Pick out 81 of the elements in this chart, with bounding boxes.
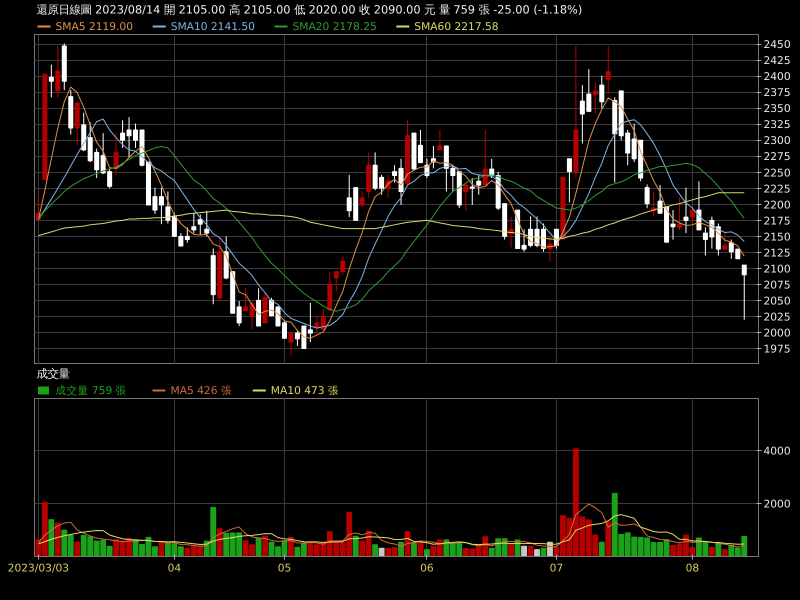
y-tick-label: 2125 bbox=[764, 246, 791, 260]
candlestick bbox=[683, 187, 688, 234]
candlestick bbox=[198, 214, 203, 236]
bar bbox=[158, 541, 164, 556]
candlestick bbox=[722, 232, 728, 250]
x-tick-label: 05 bbox=[278, 562, 292, 574]
candlestick bbox=[566, 158, 572, 203]
x-tick-label: 04 bbox=[168, 562, 182, 574]
candlestick bbox=[606, 46, 611, 95]
bar bbox=[598, 542, 605, 556]
candlestick bbox=[470, 178, 475, 206]
legend-label: MA10 473 張 bbox=[270, 384, 339, 397]
y-tick-label: 2000 bbox=[764, 497, 791, 510]
y-tick-label: 2225 bbox=[764, 182, 791, 196]
candlestick bbox=[463, 183, 468, 212]
y-tick-label: 2325 bbox=[764, 118, 791, 132]
bar bbox=[715, 542, 722, 556]
bar bbox=[398, 542, 404, 556]
bar bbox=[262, 535, 268, 556]
candlestick bbox=[55, 46, 60, 98]
bar bbox=[411, 542, 417, 556]
bar bbox=[534, 549, 540, 556]
bar bbox=[256, 537, 262, 556]
legend-label: MA5 426 張 bbox=[170, 384, 232, 397]
y-tick-label: 2400 bbox=[764, 70, 791, 84]
bar bbox=[372, 544, 378, 556]
x-tick-label: 08 bbox=[686, 562, 700, 574]
x-tick-label: 2023/03/03 bbox=[8, 562, 70, 574]
candlestick bbox=[191, 212, 196, 234]
y-tick-label: 2000 bbox=[764, 326, 791, 340]
candlestick bbox=[360, 190, 365, 208]
line-series bbox=[38, 503, 745, 548]
y-tick-label: 2350 bbox=[764, 102, 791, 116]
bar bbox=[424, 549, 430, 556]
y-tick-label: 2025 bbox=[764, 310, 791, 324]
candlestick bbox=[204, 210, 210, 237]
x-tick-label: 07 bbox=[550, 562, 564, 574]
y-tick-label: 2150 bbox=[764, 230, 791, 244]
y-tick-label: 2300 bbox=[764, 134, 791, 148]
candlestick bbox=[644, 184, 650, 209]
y-tick-label: 2175 bbox=[764, 214, 791, 228]
candlestick bbox=[476, 174, 482, 196]
y-tick-label: 2050 bbox=[764, 294, 791, 308]
legend-label: SMA10 2141.50 bbox=[170, 20, 256, 33]
candlestick bbox=[690, 210, 695, 224]
chart-title: 成交量 bbox=[36, 366, 70, 380]
y-tick-label: 2100 bbox=[764, 262, 791, 276]
chart-title: 還原日線圖 2023/08/14 開 2105.00 高 2105.00 低 2020.00 收 2090.00 元 量 759 張 -25.00 (-1.18%) bbox=[36, 2, 582, 16]
y-tick-label: 2075 bbox=[764, 278, 791, 292]
y-tick-label: 2375 bbox=[764, 86, 791, 100]
y-tick-label: 2450 bbox=[764, 38, 791, 52]
bar bbox=[48, 519, 54, 556]
line-series bbox=[38, 514, 745, 546]
candlestick bbox=[482, 129, 488, 188]
candlestick bbox=[742, 264, 747, 320]
bar bbox=[708, 546, 715, 556]
y-tick-label: 4000 bbox=[764, 444, 791, 458]
candlestick bbox=[288, 332, 294, 356]
candlestick bbox=[437, 129, 442, 150]
bar bbox=[404, 531, 410, 556]
bar bbox=[528, 546, 534, 556]
y-tick-label: 2250 bbox=[764, 166, 791, 180]
candlestick bbox=[48, 64, 54, 98]
y-tick-label: 1975 bbox=[764, 342, 791, 356]
bar bbox=[74, 541, 80, 556]
y-tick-label: 2425 bbox=[764, 54, 791, 68]
bar bbox=[378, 548, 385, 556]
bar bbox=[540, 548, 546, 556]
candlestick bbox=[599, 75, 604, 109]
legend-label: SMA20 2178.25 bbox=[292, 20, 377, 33]
legend-label: SMA5 2119.00 bbox=[56, 20, 134, 33]
bar bbox=[722, 549, 728, 556]
candlestick bbox=[592, 81, 598, 114]
y-tick-label: 2200 bbox=[764, 198, 791, 212]
x-tick-label: 06 bbox=[420, 562, 434, 574]
legend-label: 成交量 759 張 bbox=[56, 384, 127, 397]
candlestick bbox=[676, 197, 682, 230]
bar bbox=[521, 546, 528, 556]
legend-label: SMA60 2217.58 bbox=[414, 20, 499, 33]
bar bbox=[508, 543, 514, 556]
y-tick-label: 2275 bbox=[764, 150, 791, 164]
